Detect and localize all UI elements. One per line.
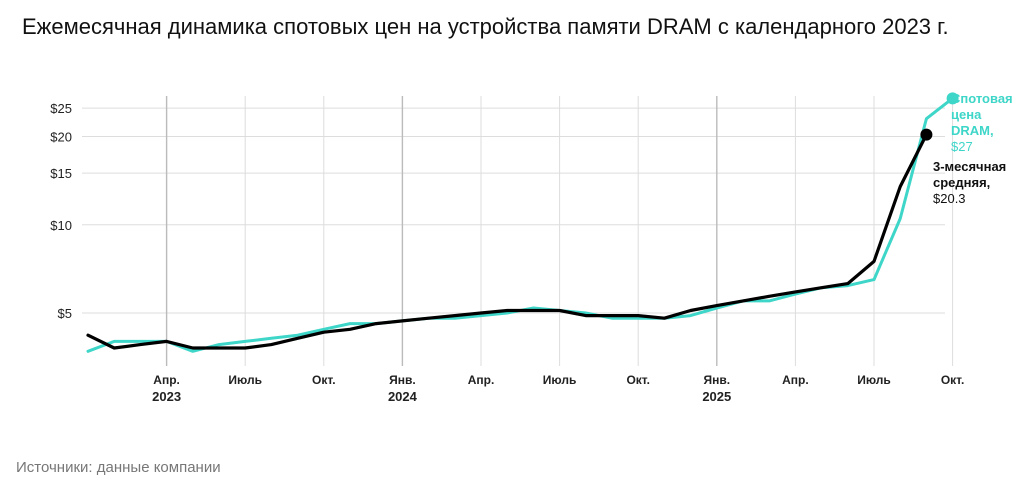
x-tick-label: Апр. — [153, 373, 180, 387]
avg-label-line: средняя, — [933, 175, 990, 190]
x-tick-label: Июль — [857, 373, 891, 387]
x-tick-label: Апр. — [468, 373, 495, 387]
x-tick-label: Окт. — [626, 373, 650, 387]
y-tick-label: $15 — [50, 166, 72, 181]
y-tick-label: $25 — [50, 101, 72, 116]
x-tick-label: Апр. — [782, 373, 809, 387]
source-note: Источники: данные компании — [16, 459, 221, 476]
y-tick-label: $5 — [58, 306, 72, 321]
y-tick-label: $20 — [50, 130, 72, 145]
series-line-avg — [86, 133, 928, 350]
spot-label-line: Спотовая — [951, 91, 1013, 106]
avg-label-line: 3-месячная — [933, 159, 1006, 174]
x-axis: Апр. 2023 Июль Окт. Янв. 2024 Апр. Июль Окт. Янв.… — [152, 373, 964, 404]
series-end-dot-spot — [946, 92, 959, 105]
x-tick-year: 2025 — [702, 389, 731, 404]
x-tick-label: Июль — [228, 373, 262, 387]
avg-value-label: $20.3 — [933, 191, 966, 206]
grid-lines — [82, 96, 954, 366]
series-lines — [86, 92, 959, 353]
x-tick-year: 2023 — [152, 389, 181, 404]
spot-label-line: цена — [951, 107, 982, 122]
x-tick-label: Янв. — [389, 373, 416, 387]
spot-label-line: DRAM, — [951, 123, 994, 138]
y-tick-label: $10 — [50, 218, 72, 233]
x-tick-label: Окт. — [312, 373, 336, 387]
spot-value-label: $27 — [951, 139, 973, 154]
x-tick-label: Янв. — [704, 373, 731, 387]
x-tick-year: 2024 — [388, 389, 418, 404]
x-tick-label: Июль — [543, 373, 577, 387]
chart-title: Ежемесячная динамика спотовых цен на уст… — [22, 14, 949, 39]
y-axis: $5 $10 $15 $20 $25 — [50, 101, 72, 321]
x-tick-label: Окт. — [941, 373, 965, 387]
series-end-dot-avg — [920, 128, 933, 141]
